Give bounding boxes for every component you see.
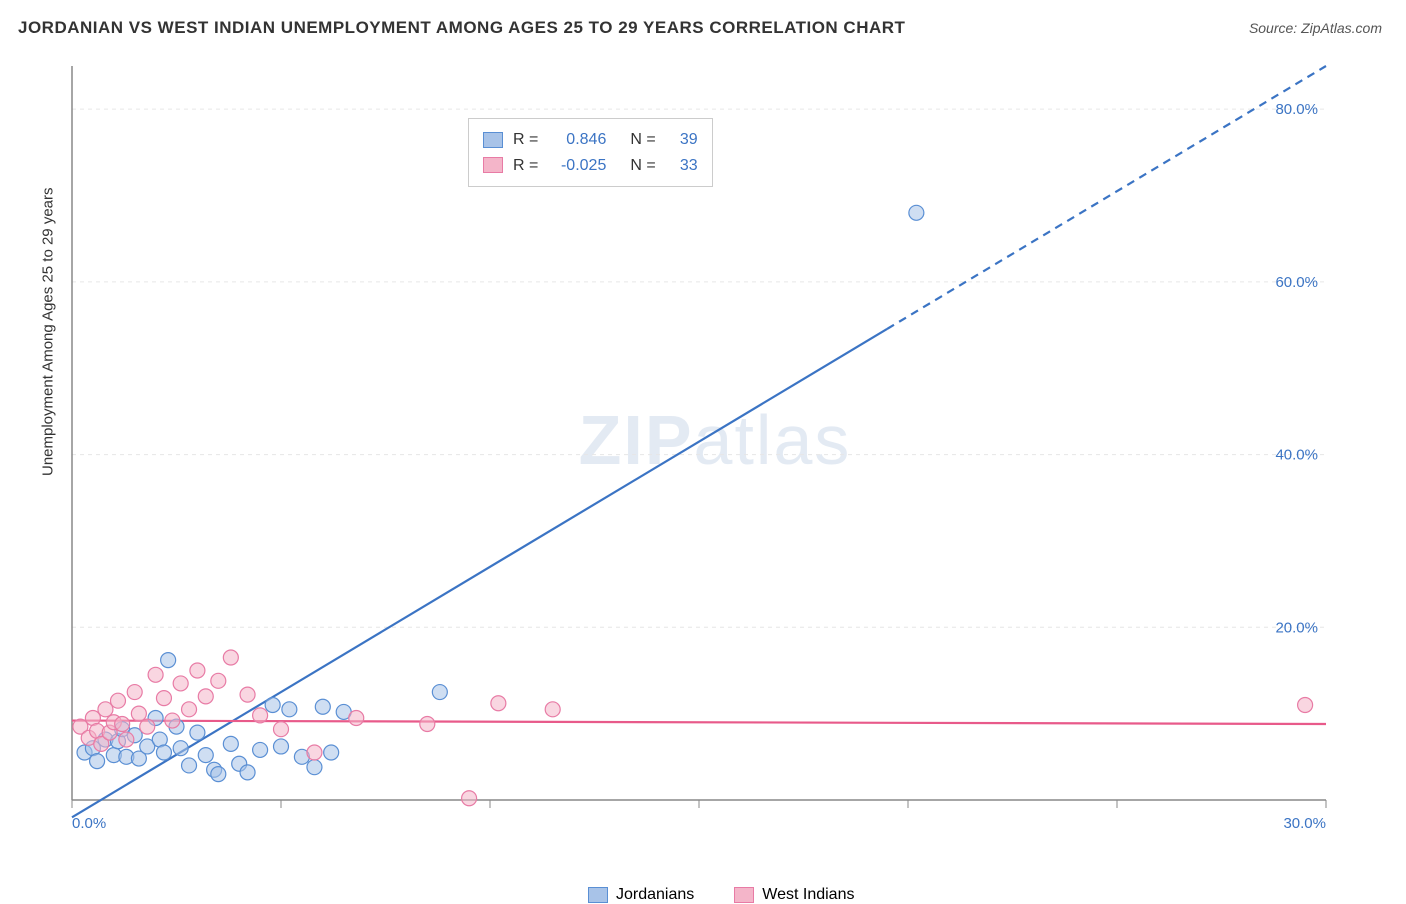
legend-swatch [734, 887, 754, 903]
scatter-plot: 20.0% 40.0% 60.0% 80.0% 0.0% 30.0% [48, 56, 1382, 856]
svg-text:40.0%: 40.0% [1275, 447, 1318, 464]
r-label: R = [513, 127, 538, 153]
legend-swatch [588, 887, 608, 903]
legend-row: R = -0.025 N = 33 [483, 153, 698, 179]
svg-text:0.0%: 0.0% [72, 815, 106, 832]
r-label: R = [513, 153, 538, 179]
svg-text:80.0%: 80.0% [1275, 101, 1318, 118]
r-value: 0.846 [548, 127, 606, 153]
svg-text:20.0%: 20.0% [1275, 619, 1318, 636]
series-name: Jordanians [616, 886, 694, 904]
svg-text:30.0%: 30.0% [1283, 815, 1326, 832]
legend-row: R = 0.846 N = 39 [483, 127, 698, 153]
correlation-legend: R = 0.846 N = 39 R = -0.025 N = 33 [468, 118, 713, 187]
series-legend-item: Jordanians [588, 886, 694, 904]
legend-swatch [483, 132, 503, 148]
svg-text:60.0%: 60.0% [1275, 274, 1318, 291]
n-label: N = [630, 127, 655, 153]
chart-title: JORDANIAN VS WEST INDIAN UNEMPLOYMENT AM… [18, 18, 905, 38]
r-value: -0.025 [548, 153, 606, 179]
chart-source: Source: ZipAtlas.com [1249, 20, 1382, 36]
chart-area: Unemployment Among Ages 25 to 29 years Z… [48, 56, 1382, 856]
series-legend: Jordanians West Indians [588, 886, 854, 904]
n-value: 33 [666, 153, 698, 179]
series-name: West Indians [762, 886, 854, 904]
n-label: N = [630, 153, 655, 179]
series-legend-item: West Indians [734, 886, 854, 904]
n-value: 39 [666, 127, 698, 153]
legend-swatch [483, 157, 503, 173]
chart-header: JORDANIAN VS WEST INDIAN UNEMPLOYMENT AM… [0, 0, 1406, 46]
